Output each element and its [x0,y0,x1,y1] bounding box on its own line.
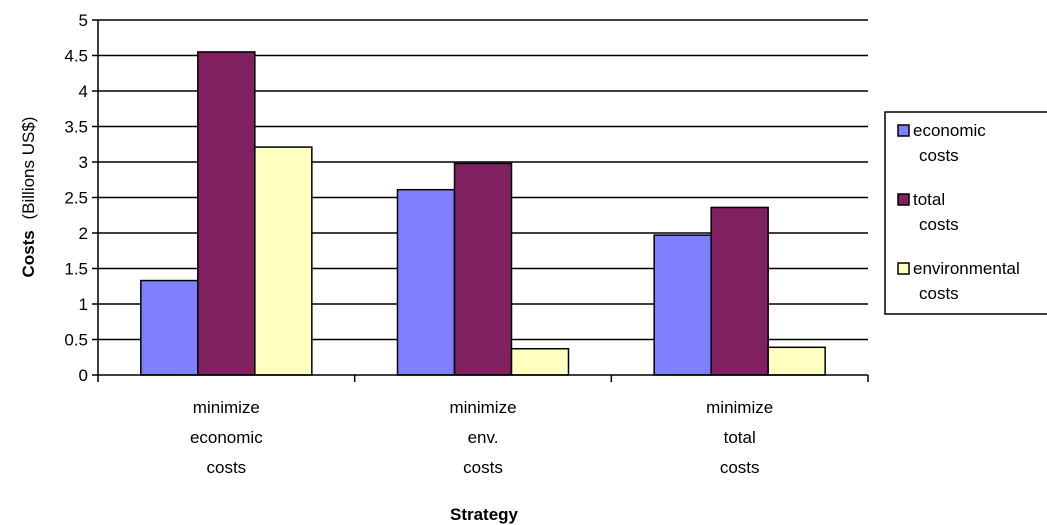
bars [140,51,826,376]
bar [396,188,456,376]
bar [254,146,313,376]
y-axis-title-bold: Costs [19,230,38,277]
legend-label-line: costs [919,284,959,303]
bar [710,206,769,376]
legend-label: environmental costs [913,259,1020,303]
legend-label-line: costs [919,146,959,165]
bar [140,279,199,376]
y-tick-label: 5 [79,11,88,30]
x-category-label: minimize total costs [706,398,773,477]
bar [767,346,826,376]
bar [510,347,570,376]
y-axis-title-unit: (Billions US$) [19,117,38,220]
y-tick-label: 2.5 [64,189,88,208]
legend-label-line: costs [919,215,959,234]
x-category-label-line: costs [720,458,760,477]
y-tick-label: 0.5 [64,331,88,350]
x-category-label-line: env. [468,428,499,447]
legend-box [884,111,1047,315]
bar [653,234,712,376]
y-tick-label: 1.5 [64,260,88,279]
x-category-label-line: minimize [193,398,260,417]
legend-swatch [897,124,910,137]
x-category-label-line: costs [463,458,503,477]
y-axis-title: Costs (Billions US$) [19,117,38,278]
x-category-label: minimize env. costs [449,398,516,477]
x-category-label-line: economic [190,428,263,447]
legend-label-line: economic [913,121,986,140]
y-tick-label: 1 [79,295,88,314]
legend-label-line: total [913,190,945,209]
y-tick-label: 0 [79,366,88,385]
y-tick-labels: 0 0.5 1 1.5 2 2.5 3 3.5 4 4.5 5 [64,11,88,385]
axes [92,19,869,382]
legend-label-line: environmental [913,259,1020,278]
legend: economic costs total costs environmental cost… [884,111,1047,315]
x-category-label: minimize economic costs [190,398,263,477]
legend-label: total costs [913,190,959,234]
x-category-label-line: costs [206,458,246,477]
y-tick-label: 2 [79,224,88,243]
y-tick-label: 3.5 [64,118,88,137]
y-tick-label: 4.5 [64,47,88,66]
bar [453,162,513,376]
y-tick-label: 3 [79,153,88,172]
x-axis-title: Strategy [450,505,519,524]
legend-label: economic costs [913,121,986,165]
x-category-label-line: minimize [706,398,773,417]
y-tick-label: 4 [79,82,88,101]
x-category-label-line: minimize [449,398,516,417]
x-category-label-line: total [724,428,756,447]
bar [197,51,256,376]
legend-swatch [897,262,910,275]
legend-swatch [897,193,910,206]
